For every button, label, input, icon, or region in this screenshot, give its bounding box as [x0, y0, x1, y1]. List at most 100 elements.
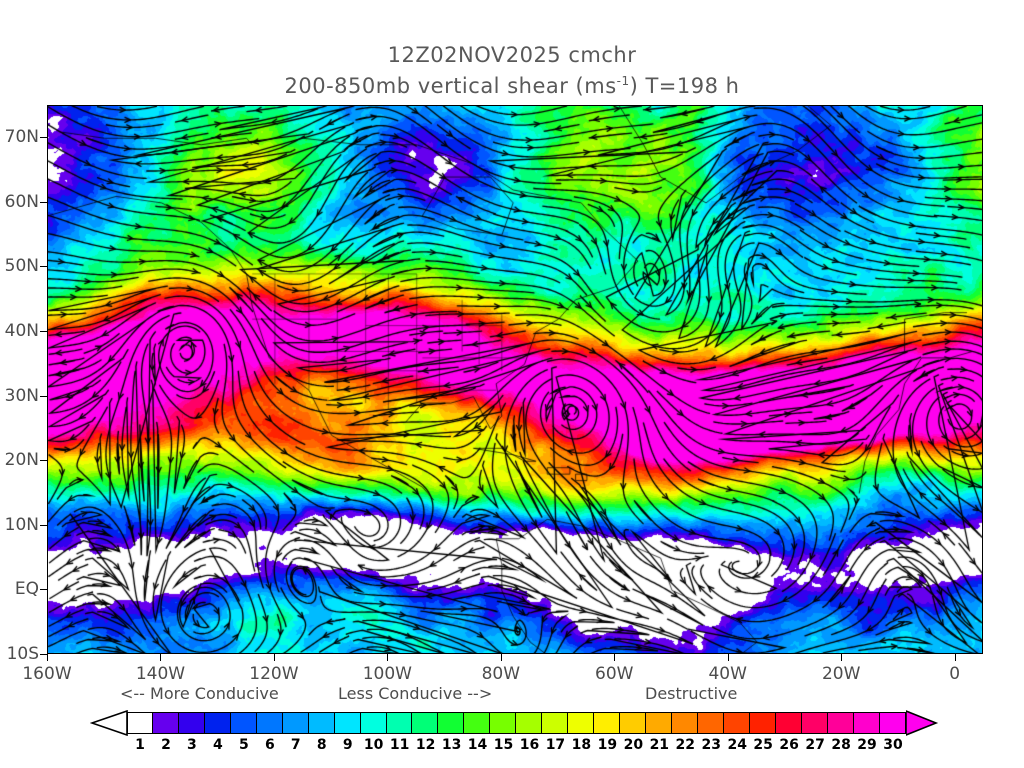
colorbar-tick-label: 23	[701, 737, 721, 753]
latitude-tick-label: 50N	[4, 256, 39, 277]
latitude-tick-mark	[40, 589, 47, 591]
colorbar-tick-label: 7	[290, 737, 301, 753]
vertical-shear-field	[48, 106, 982, 653]
latitude-tick-label: 10S	[6, 644, 39, 664]
colorbar-segments[interactable]	[127, 712, 906, 734]
colorbar-tick-label: 17	[545, 737, 566, 753]
colorbar-tick-label: 15	[493, 737, 514, 753]
longitude-tick-label: 0	[949, 664, 961, 684]
colorbar-segment[interactable]	[256, 712, 283, 734]
latitude-tick-label: 30N	[4, 385, 39, 406]
colorbar-segment[interactable]	[568, 712, 595, 734]
colorbar-segment[interactable]	[152, 712, 179, 734]
colorbar-tick-label: 6	[264, 737, 275, 753]
colorbar-tick-label: 24	[727, 737, 747, 753]
longitude-tick-label: 20W	[821, 664, 861, 684]
colorbar-segment[interactable]	[672, 712, 698, 734]
colorbar-segment[interactable]	[879, 712, 906, 734]
chart-title-line-1: 12Z02NOV2025 cmchr	[387, 43, 637, 67]
latitude-tick-label: EQ	[14, 579, 39, 600]
latitude-tick-mark	[40, 654, 47, 655]
colorbar-tick-label: 30	[883, 737, 903, 753]
colorbar-segment[interactable]	[516, 712, 543, 734]
colorbar-tick-label: 19	[597, 737, 618, 753]
colorbar-tick-label: 22	[675, 737, 696, 753]
longitude-tick-label: 120W	[249, 664, 299, 684]
colorbar-caption: Destructive	[645, 684, 738, 703]
colorbar-tick-label: 10	[363, 737, 384, 753]
colorbar-tick-label: 11	[389, 737, 410, 753]
colorbar-tick-label: 16	[519, 737, 540, 753]
colorbar-tick-label: 2	[161, 737, 171, 753]
colorbar-segment[interactable]	[697, 712, 724, 734]
colorbar-segment[interactable]	[412, 712, 439, 734]
colorbar-segment[interactable]	[723, 712, 750, 734]
latitude-tick-label: 20N	[4, 450, 39, 471]
colorbar-segment[interactable]	[334, 712, 361, 734]
colorbar-tick-label: 5	[238, 737, 249, 753]
chart-title-units-exponent: -1	[616, 74, 630, 88]
latitude-tick-mark	[40, 137, 47, 139]
colorbar-segment[interactable]	[464, 712, 491, 734]
colorbar-tick-label: 13	[441, 737, 462, 753]
colorbar-tick-label: 26	[779, 737, 799, 753]
colorbar-segment[interactable]	[542, 712, 569, 734]
longitude-tick-mark	[273, 654, 275, 661]
colorbar-tick-label: 25	[753, 737, 773, 753]
latitude-tick-label: 70N	[4, 127, 39, 148]
colorbar-segment[interactable]	[801, 712, 828, 734]
longitude-tick-mark	[387, 654, 389, 661]
latitude-tick-mark	[40, 266, 47, 268]
latitude-tick-label: 40N	[4, 321, 39, 342]
longitude-tick-mark	[614, 654, 616, 661]
longitude-tick-mark	[500, 654, 502, 661]
longitude-tick-mark	[954, 654, 956, 661]
colorbar-segment[interactable]	[438, 712, 465, 734]
colorbar-segment[interactable]	[230, 712, 257, 734]
chart-title-block: 12Z02NOV2025 cmchr 200-850mb vertical sh…	[0, 42, 1024, 100]
chart-title-variable: 200-850mb vertical shear (ms	[284, 74, 617, 98]
colorbar-segment[interactable]	[646, 712, 673, 734]
colorbar-segment[interactable]	[749, 712, 776, 734]
colorbar-caption: Less Conducive -->	[338, 684, 493, 703]
colorbar-segment[interactable]	[827, 712, 854, 734]
colorbar-segment[interactable]	[282, 712, 309, 734]
colorbar-segment[interactable]	[178, 712, 205, 734]
colorbar-segment[interactable]	[853, 712, 880, 734]
colorbar[interactable]: 1 2 3 4 5 6 7 8 9 10 11 12 13 14 15 16 17 18 19 20 21 22 23 24 2…	[0, 710, 1024, 758]
colorbar-tick-label: 21	[649, 737, 670, 753]
latitude-tick-mark	[40, 395, 47, 397]
chart-title-forecast-hour: ) T=198 h	[629, 74, 740, 98]
longitude-tick-label: 160W	[22, 664, 72, 684]
colorbar-segment[interactable]	[490, 712, 517, 734]
colorbar-segment[interactable]	[775, 712, 802, 734]
colorbar-tick-label: 27	[805, 737, 825, 753]
colorbar-captions: <-- More Conducive Less Conducive --> Dest…	[0, 684, 1024, 706]
latitude-tick-mark	[40, 524, 47, 526]
colorbar-segment[interactable]	[127, 712, 153, 734]
colorbar-segment[interactable]	[620, 712, 647, 734]
colorbar-tick-label: 3	[187, 737, 197, 753]
colorbar-segment[interactable]	[308, 712, 335, 734]
colorbar-under-arrow	[90, 710, 128, 736]
map-plot-area[interactable]	[47, 105, 983, 654]
latitude-axis: 70N 60N 50N 40N 30N 20N 10N EQ 10S	[0, 105, 47, 664]
latitude-tick-mark	[40, 331, 47, 333]
latitude-tick-mark	[40, 460, 47, 462]
latitude-tick-label: 10N	[4, 514, 39, 535]
colorbar-segment[interactable]	[360, 712, 387, 734]
longitude-axis: 160W 140W 120W 100W 80W 60W 40W 20W 0	[22, 654, 983, 684]
colorbar-tick-label: 4	[213, 737, 223, 753]
colorbar-tick-label: 18	[571, 737, 592, 753]
longitude-tick-label: 40W	[708, 664, 747, 684]
longitude-tick-label: 80W	[481, 664, 521, 684]
longitude-tick-mark	[47, 654, 48, 661]
longitude-tick-label: 140W	[135, 664, 186, 684]
colorbar-segment[interactable]	[204, 712, 231, 734]
longitude-tick-label: 100W	[362, 664, 412, 684]
longitude-tick-mark	[160, 654, 162, 661]
colorbar-segment[interactable]	[594, 712, 621, 734]
longitude-tick-mark	[841, 654, 843, 661]
colorbar-tick-label: 12	[415, 737, 436, 753]
colorbar-segment[interactable]	[386, 712, 413, 734]
